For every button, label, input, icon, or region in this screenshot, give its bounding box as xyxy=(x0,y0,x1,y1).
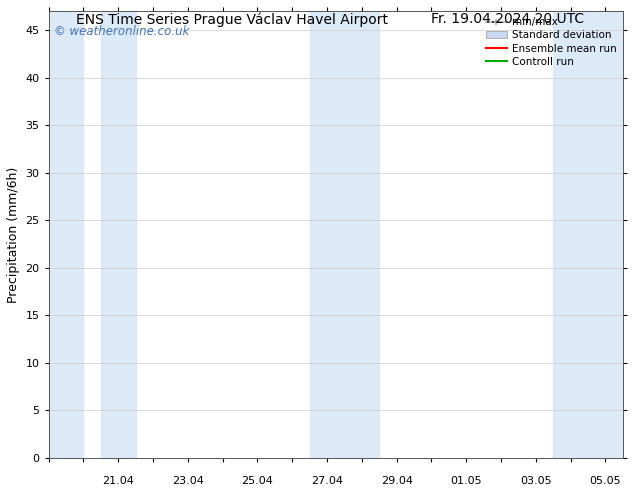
Text: Fr. 19.04.2024 20 UTC: Fr. 19.04.2024 20 UTC xyxy=(431,12,585,26)
Text: 23.04: 23.04 xyxy=(172,476,204,486)
Text: © weatheronline.co.uk: © weatheronline.co.uk xyxy=(55,24,190,38)
Bar xyxy=(553,11,623,458)
Legend: min/max, Standard deviation, Ensemble mean run, Controll run: min/max, Standard deviation, Ensemble me… xyxy=(482,13,621,71)
Text: 05.05: 05.05 xyxy=(590,476,621,486)
Text: ENS Time Series Prague Václav Havel Airport: ENS Time Series Prague Václav Havel Airp… xyxy=(76,12,388,27)
Text: 03.05: 03.05 xyxy=(520,476,552,486)
Text: 27.04: 27.04 xyxy=(311,476,343,486)
Text: 21.04: 21.04 xyxy=(102,476,134,486)
Bar xyxy=(309,11,379,458)
Text: 29.04: 29.04 xyxy=(380,476,413,486)
Text: 25.04: 25.04 xyxy=(242,476,273,486)
Text: 01.05: 01.05 xyxy=(451,476,482,486)
Bar xyxy=(49,11,84,458)
Bar xyxy=(101,11,136,458)
Y-axis label: Precipitation (mm/6h): Precipitation (mm/6h) xyxy=(7,167,20,303)
